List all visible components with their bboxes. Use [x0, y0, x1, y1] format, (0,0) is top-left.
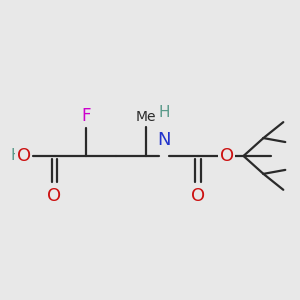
Text: F: F — [82, 107, 91, 125]
Text: H: H — [11, 148, 22, 164]
Text: Me: Me — [136, 110, 156, 124]
Text: O: O — [220, 147, 234, 165]
Text: O: O — [16, 147, 31, 165]
Text: O: O — [191, 187, 205, 205]
Text: N: N — [157, 131, 171, 149]
Text: O: O — [47, 187, 61, 205]
Text: H: H — [158, 105, 170, 120]
